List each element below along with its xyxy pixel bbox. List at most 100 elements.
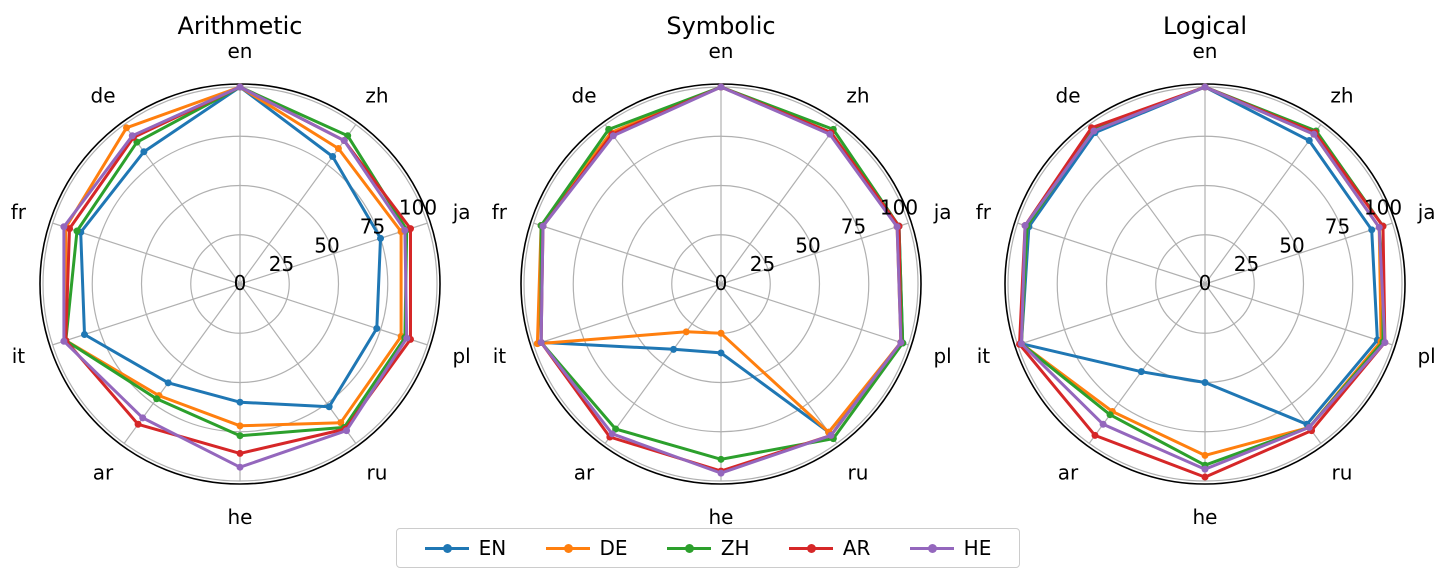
data-point-he-de [609, 132, 617, 140]
data-point-he-pl [1381, 338, 1389, 346]
radial-tick-label: 25 [1234, 252, 1259, 276]
data-point-en-de [140, 148, 148, 156]
data-point-en-zh [329, 152, 337, 160]
grid-spoke [720, 124, 838, 285]
grid-spoke [52, 283, 241, 346]
grid-spoke [604, 283, 722, 444]
series-line-en [1019, 85, 1379, 426]
category-label-en: en [1193, 39, 1218, 63]
data-point-zh-fr [73, 227, 81, 235]
category-label-pl: pl [933, 344, 951, 368]
data-point-he-ja [893, 223, 901, 231]
legend-swatch-de [545, 543, 590, 553]
data-point-en-he [717, 349, 725, 357]
data-point-en-ar [164, 379, 172, 387]
data-point-en-he [236, 398, 244, 406]
radial-tick-label: 75 [841, 214, 866, 238]
data-point-ar-he [1201, 473, 1209, 481]
category-label-pl: pl [1417, 344, 1435, 368]
data-point-he-ar [1099, 420, 1107, 428]
category-label-ar: ar [1058, 461, 1079, 485]
radar-panel-logical: 0 25 50 75 100 en zh ja pl ru he ar it fr de Logical [976, 12, 1436, 529]
grid-spoke [239, 283, 428, 346]
grid-spoke [720, 283, 909, 346]
legend-swatch-zh [666, 543, 711, 553]
data-point-he-en [1201, 83, 1209, 91]
radial-tick-label: 100 [1364, 196, 1402, 220]
data-point-he-ar [608, 430, 616, 438]
data-point-he-zh [340, 137, 348, 145]
data-point-de-he [717, 329, 725, 337]
legend-swatch-ar [788, 543, 833, 553]
radial-tick-label: 100 [880, 196, 918, 220]
data-point-he-zh [826, 130, 834, 138]
category-label-ja: ja [452, 200, 471, 224]
data-point-ar-ja [406, 225, 414, 233]
grid-spoke [1204, 283, 1322, 444]
category-label-it: it [493, 344, 507, 368]
series-line-de [64, 85, 403, 428]
legend-entry-ar: AR [788, 536, 871, 560]
data-point-he-ja [1375, 223, 1383, 231]
data-point-zh-ar [153, 395, 161, 403]
legend-entry-de: DE [545, 536, 628, 560]
data-point-zh-he [236, 432, 244, 440]
legend-label-de: DE [599, 536, 628, 560]
data-point-he-he [1201, 465, 1209, 473]
category-label-he: he [1193, 505, 1218, 529]
grid-spoke [533, 283, 722, 346]
radial-tick-label: 25 [750, 252, 775, 276]
data-point-de-he [236, 422, 244, 430]
data-point-he-pl [403, 334, 411, 342]
data-point-en-ru [325, 403, 333, 411]
category-label-pl: pl [452, 344, 470, 368]
series-line-en [539, 85, 905, 434]
data-point-he-en [236, 83, 244, 91]
category-label-ar: ar [93, 461, 114, 485]
legend-label-ar: AR [842, 536, 871, 560]
data-point-he-zh [1310, 130, 1318, 138]
category-label-zh: zh [1330, 83, 1353, 107]
category-label-ja: ja [933, 200, 952, 224]
radial-tick-label: 50 [1279, 233, 1304, 257]
category-label-fr: fr [492, 200, 508, 224]
legend-entry-he: HE [909, 536, 991, 560]
grid-spoke [1017, 283, 1206, 346]
category-label-fr: fr [976, 200, 992, 224]
grid-spoke [239, 283, 357, 444]
category-label-en: en [709, 39, 734, 63]
radar-panel-arithmetic: 0 25 50 75 100 en zh ja pl ru he ar it fr de Arithmetic [11, 12, 471, 529]
data-point-zh-ar [1106, 411, 1114, 419]
data-point-en-ja [377, 234, 385, 242]
category-label-he: he [709, 505, 734, 529]
data-point-en-ar [1137, 368, 1145, 376]
data-point-ar-ar [1091, 431, 1099, 439]
grid-spoke [1204, 283, 1393, 346]
data-point-he-pl [897, 338, 905, 346]
data-point-en-pl [373, 324, 381, 332]
category-label-it: it [977, 344, 991, 368]
legend: EN DE ZH AR HE [396, 528, 1020, 568]
category-label-ru: ru [1332, 461, 1353, 485]
data-point-de-ar [682, 328, 690, 336]
legend-swatch-he [909, 543, 954, 553]
data-point-en-it [80, 331, 88, 339]
category-label-ru: ru [367, 461, 388, 485]
radial-tick-label: 0 [715, 271, 728, 295]
data-point-he-it [60, 337, 68, 345]
grid-spoke [720, 283, 838, 444]
radial-tick-label: 50 [314, 233, 339, 257]
data-point-he-ru [343, 427, 351, 435]
data-point-en-zh [1305, 137, 1313, 145]
grid-spoke [1017, 222, 1206, 285]
data-point-ar-he [236, 449, 244, 457]
data-point-de-zh [334, 145, 342, 153]
chart-title: Logical [1163, 12, 1247, 40]
legend-entry-en: EN [424, 536, 506, 560]
category-label-ru: ru [848, 461, 869, 485]
data-point-ar-ar [134, 420, 142, 428]
data-point-he-ru [1305, 423, 1313, 431]
grid-spoke [1088, 124, 1206, 285]
category-label-zh: zh [846, 83, 869, 107]
data-point-he-it [537, 338, 545, 346]
